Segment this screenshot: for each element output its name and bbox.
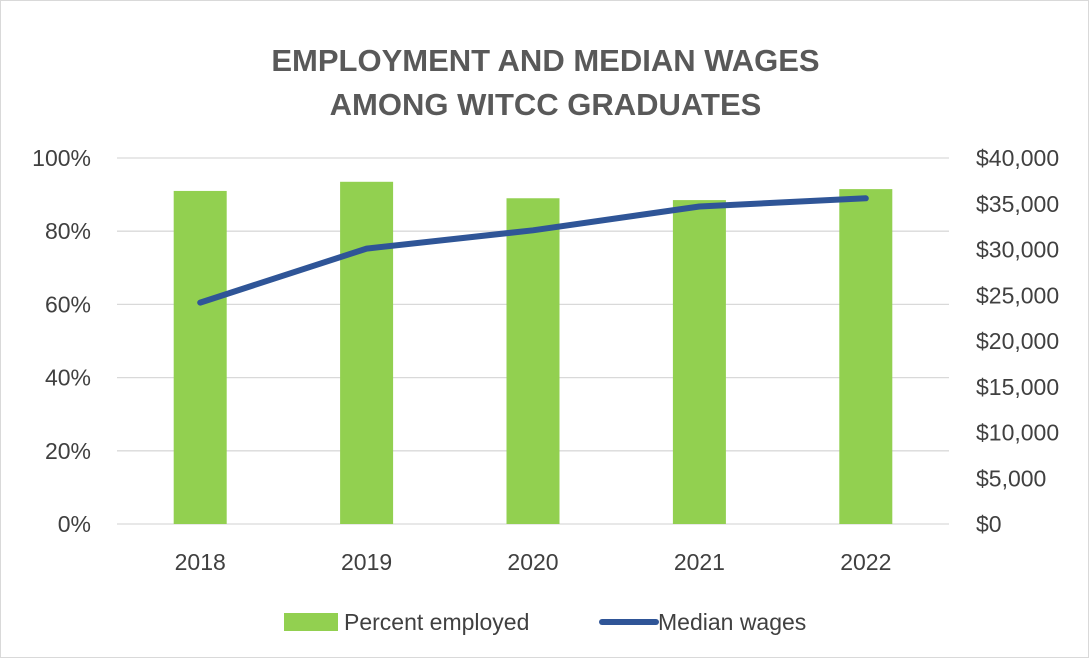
right-axis-labels: $0 $5,000 $10,000 $15,000 $20,000 $25,000 $30,… — [976, 145, 1059, 537]
legend: Percent employed Median wages — [284, 609, 806, 635]
right-axis-tick-label: $30,000 — [976, 237, 1059, 263]
bar-2020 — [507, 198, 560, 524]
left-axis-tick-label: 100% — [32, 145, 91, 171]
right-axis-tick-label: $35,000 — [976, 191, 1059, 217]
left-axis-tick-label: 0% — [58, 511, 91, 537]
x-axis-tick-label: 2020 — [507, 549, 558, 575]
bar-2018 — [174, 191, 227, 524]
right-axis-tick-label: $15,000 — [976, 374, 1059, 400]
right-axis-tick-label: $25,000 — [976, 282, 1059, 308]
right-axis-tick-label: $10,000 — [976, 420, 1059, 446]
right-axis-tick-label: $20,000 — [976, 328, 1059, 354]
bar-2022 — [839, 189, 892, 524]
left-axis-tick-label: 80% — [45, 218, 91, 244]
x-axis-tick-label: 2021 — [674, 549, 725, 575]
left-axis-tick-label: 20% — [45, 438, 91, 464]
x-axis-labels: 2018 2019 2020 2021 2022 — [175, 549, 892, 575]
right-axis-tick-label: $5,000 — [976, 465, 1046, 491]
bar-2019 — [340, 182, 393, 524]
legend-label-median-wages: Median wages — [658, 609, 806, 635]
left-axis-labels: 0% 20% 40% 60% 80% 100% — [32, 145, 91, 537]
left-axis-tick-label: 60% — [45, 291, 91, 317]
right-axis-tick-label: $40,000 — [976, 145, 1059, 171]
left-axis-tick-label: 40% — [45, 365, 91, 391]
x-axis-tick-label: 2018 — [175, 549, 226, 575]
x-axis-tick-label: 2022 — [840, 549, 891, 575]
legend-swatch-percent-employed — [284, 613, 338, 631]
x-axis-tick-label: 2019 — [341, 549, 392, 575]
right-axis-tick-label: $0 — [976, 511, 1002, 537]
bar-2021 — [673, 200, 726, 524]
legend-label-percent-employed: Percent employed — [344, 609, 529, 635]
